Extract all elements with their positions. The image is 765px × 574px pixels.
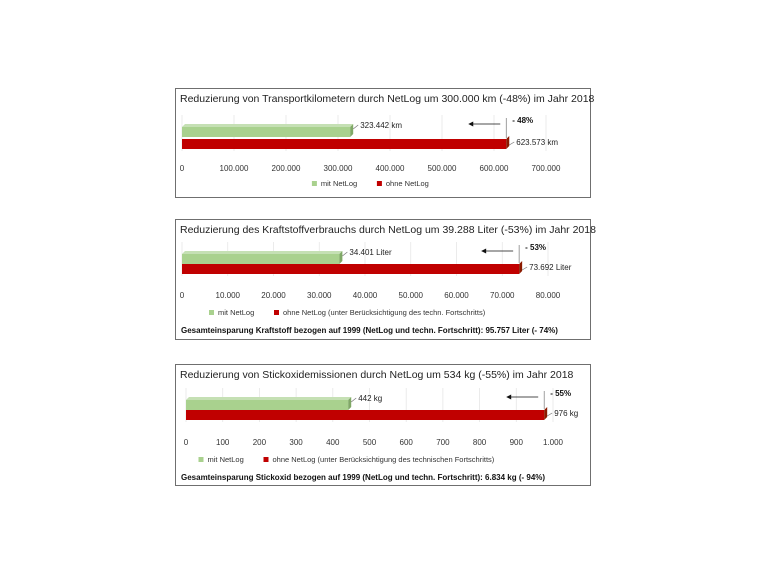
leader-line [509, 141, 515, 146]
x-tick-label: 200.000 [272, 164, 301, 173]
data-label-mit-netlog: 442 kg [358, 394, 382, 403]
legend-label-ohne-netlog: ohne NetLog (unter Berücksichtigung des … [273, 455, 495, 464]
bar-chart-svg: 0 10.000 20.000 30.000 40.000 50.000 60.000 70.… [180, 242, 572, 317]
x-tick-label: 0 [180, 291, 185, 300]
bar-mit-netlog [182, 254, 340, 264]
bar-side-mit-netlog [339, 251, 343, 264]
reduction-label: - 55% [550, 389, 571, 398]
x-tick-label: 30.000 [307, 291, 332, 300]
legend-swatch-mit-netlog [209, 310, 214, 315]
chart-title: Reduzierung des Kraftstoffverbrauchs dur… [180, 224, 596, 236]
x-tick-label: 80.000 [536, 291, 561, 300]
chart-panel-transport-km: Reduzierung von Transportkilometern durc… [175, 88, 595, 198]
chart-title: Reduzierung von Stickoxidemissionen durc… [180, 369, 574, 381]
legend-swatch-mit-netlog [198, 457, 204, 462]
data-label-mit-netlog: 323.442 km [360, 121, 402, 130]
bar-top-mit-netlog [186, 397, 352, 400]
legend-swatch-ohne-netlog [376, 181, 382, 186]
bar-chart-svg: 0 100.000 200.000 300.000 400.000 500.000 600.… [180, 115, 561, 188]
legend-swatch-mit-netlog [311, 181, 317, 186]
data-label-ohne-netlog: 623.573 km [516, 138, 558, 147]
x-tick-label: 700.000 [532, 164, 561, 173]
x-tick-label: 200 [253, 438, 267, 447]
chart-footnote: Gesamteinsparung Stickoxid bezogen auf 1… [181, 473, 546, 482]
bar-side-ohne-netlog [544, 407, 548, 420]
leader-line [352, 124, 359, 130]
data-label-ohne-netlog: 976 kg [554, 409, 578, 418]
x-tick-label: 100.000 [220, 164, 249, 173]
x-tick-label: 300 [289, 438, 303, 447]
bar-side-ohne-netlog [519, 261, 523, 274]
reduction-label: - 53% [525, 243, 546, 252]
x-tick-label: 0 [184, 438, 189, 447]
x-tick-label: 1.000 [543, 438, 564, 447]
x-tick-label: 40.000 [353, 291, 378, 300]
leader-line [350, 397, 357, 403]
x-tick-label: 100 [216, 438, 230, 447]
x-tick-label: 20.000 [261, 291, 286, 300]
legend-label-mit-netlog: mit NetLog [218, 308, 254, 317]
chart-panel-nox: Reduzierung von Stickoxidemissionen durc… [175, 364, 591, 486]
reduction-arrowhead [468, 121, 474, 127]
bar-chart-svg: 0 100 200 300 400 500 600 700 800 900 1.000 442 kg 9… [184, 388, 578, 464]
x-tick-label: 400 [326, 438, 340, 447]
x-tick-label: 60.000 [444, 291, 469, 300]
data-label-ohne-netlog: 73.692 Liter [529, 263, 572, 272]
x-tick-label: 500.000 [428, 164, 457, 173]
x-tick-label: 300.000 [324, 164, 353, 173]
legend-label-mit-netlog: mit NetLog [321, 179, 357, 188]
bar-side-mit-netlog [350, 124, 354, 137]
bar-top-mit-netlog [182, 124, 354, 127]
legend-label-mit-netlog: mit NetLog [208, 455, 244, 464]
reduction-label: - 48% [512, 116, 533, 125]
x-tick-label: 900 [510, 438, 524, 447]
bar-ohne-netlog [182, 139, 507, 149]
bar-side-ohne-netlog [506, 136, 510, 149]
legend-swatch-ohne-netlog [263, 457, 269, 462]
x-tick-label: 600.000 [480, 164, 509, 173]
legend-label-ohne-netlog: ohne NetLog [386, 179, 429, 188]
bar-ohne-netlog [186, 410, 545, 420]
legend-swatch-ohne-netlog [274, 310, 279, 315]
data-label-mit-netlog: 34.401 Liter [349, 248, 392, 257]
leader-line [547, 412, 553, 417]
x-tick-label: 700 [436, 438, 450, 447]
leader-line [521, 266, 528, 271]
chart-title: Reduzierung von Transportkilometern durc… [180, 93, 595, 105]
x-tick-label: 500 [363, 438, 377, 447]
chart-footnote: Gesamteinsparung Kraftstoff bezogen auf … [181, 326, 558, 335]
x-tick-label: 800 [473, 438, 487, 447]
x-tick-label: 600 [400, 438, 414, 447]
bar-ohne-netlog [182, 264, 520, 274]
x-tick-label: 50.000 [399, 291, 424, 300]
bar-top-mit-netlog [182, 251, 343, 254]
reduction-arrowhead [506, 394, 512, 400]
x-tick-label: 70.000 [490, 291, 515, 300]
x-tick-label: 10.000 [216, 291, 241, 300]
chart-panel-fuel: Reduzierung des Kraftstoffverbrauchs dur… [175, 219, 596, 340]
bar-mit-netlog [186, 400, 349, 410]
x-tick-label: 400.000 [376, 164, 405, 173]
reduction-arrowhead [481, 248, 487, 254]
bar-mit-netlog [182, 127, 351, 137]
x-tick-label: 0 [180, 164, 185, 173]
legend-label-ohne-netlog: ohne NetLog (unter Berücksichtigung des … [283, 308, 486, 317]
leader-line [342, 251, 348, 257]
bar-side-mit-netlog [348, 397, 352, 410]
